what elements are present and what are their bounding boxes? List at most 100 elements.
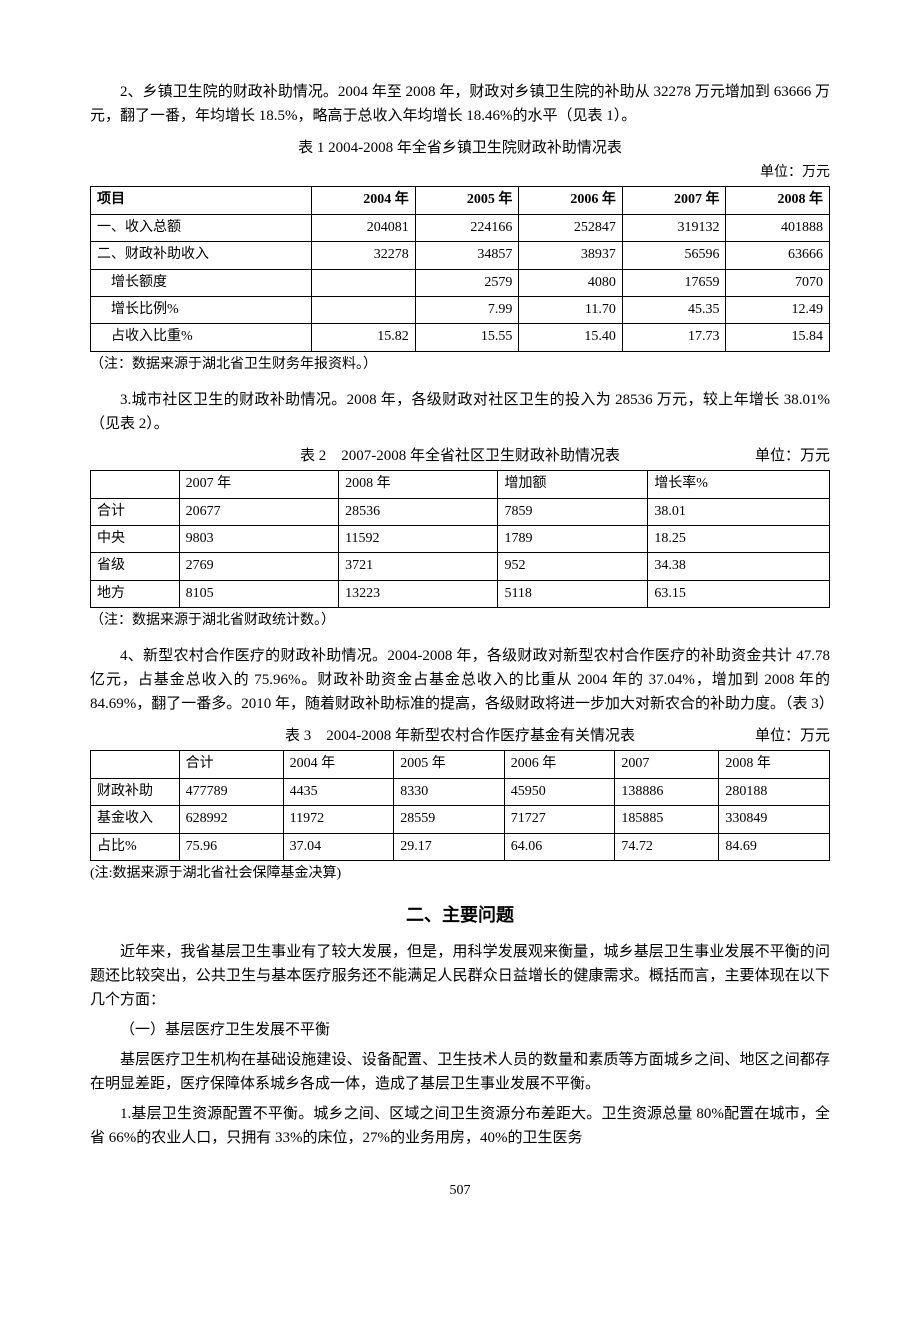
table-row: 增长比例% 7.99 11.70 45.35 12.49 [91, 296, 830, 323]
td: 财政补助 [91, 778, 180, 805]
table-header-row: 2007 年 2008 年 增加额 增长率% [91, 471, 830, 498]
td: 18.25 [648, 525, 830, 552]
td: 12.49 [726, 296, 830, 323]
td: 330849 [719, 806, 830, 833]
td: 477789 [179, 778, 283, 805]
th: 2008 年 [726, 187, 830, 214]
th: 增加额 [498, 471, 648, 498]
td: 占比% [91, 833, 180, 860]
th: 2008 年 [339, 471, 498, 498]
td: 15.55 [415, 324, 519, 351]
td: 15.84 [726, 324, 830, 351]
td: 11592 [339, 525, 498, 552]
td: 基金收入 [91, 806, 180, 833]
td: 15.40 [519, 324, 623, 351]
td: 628992 [179, 806, 283, 833]
table3-unit: 单位：万元 [755, 724, 830, 748]
th [91, 751, 180, 778]
td: 中央 [91, 525, 180, 552]
td: 2579 [415, 269, 519, 296]
table-row: 合计 20677 28536 7859 38.01 [91, 498, 830, 525]
td: 增长比例% [91, 296, 312, 323]
td: 38.01 [648, 498, 830, 525]
td: 7070 [726, 269, 830, 296]
td: 401888 [726, 214, 830, 241]
td: 64.06 [504, 833, 615, 860]
td: 4435 [283, 778, 394, 805]
th: 2005 年 [415, 187, 519, 214]
td: 7.99 [415, 296, 519, 323]
td: 13223 [339, 580, 498, 607]
td: 8105 [179, 580, 338, 607]
paragraph-2: 3.城市社区卫生的财政补助情况。2008 年，各级财政对社区卫生的投入为 285… [90, 388, 830, 436]
th: 2007 年 [179, 471, 338, 498]
td: 204081 [312, 214, 416, 241]
td: 74.72 [615, 833, 719, 860]
table-row: 增长额度 2579 4080 17659 7070 [91, 269, 830, 296]
td: 3721 [339, 553, 498, 580]
paragraph-5: （一）基层医疗卫生发展不平衡 [90, 1018, 830, 1042]
td: 17659 [622, 269, 726, 296]
table3-title-row: 表 3 2004-2008 年新型农村合作医疗基金有关情况表 单位：万元 [90, 724, 830, 748]
td: 28559 [394, 806, 505, 833]
th: 2007 年 [622, 187, 726, 214]
table3-note: (注:数据来源于湖北省社会保障基金决算) [90, 863, 830, 885]
table1-unit: 单位：万元 [90, 162, 830, 184]
th: 2007 [615, 751, 719, 778]
th: 2004 年 [312, 187, 416, 214]
table2-title: 表 2 2007-2008 年全省社区卫生财政补助情况表 [300, 444, 620, 468]
table-row: 财政补助 477789 4435 8330 45950 138886 28018… [91, 778, 830, 805]
td: 省级 [91, 553, 180, 580]
td: 34.38 [648, 553, 830, 580]
th: 2005 年 [394, 751, 505, 778]
table-row: 地方 8105 13223 5118 63.15 [91, 580, 830, 607]
th [91, 471, 180, 498]
td: 45.35 [622, 296, 726, 323]
td: 34857 [415, 242, 519, 269]
section-heading: 二、主要问题 [90, 901, 830, 930]
td [312, 296, 416, 323]
table1: 项目 2004 年 2005 年 2006 年 2007 年 2008 年 一、… [90, 186, 830, 351]
th: 项目 [91, 187, 312, 214]
td: 15.82 [312, 324, 416, 351]
th: 2004 年 [283, 751, 394, 778]
td: 地方 [91, 580, 180, 607]
th: 增长率% [648, 471, 830, 498]
table-header-row: 项目 2004 年 2005 年 2006 年 2007 年 2008 年 [91, 187, 830, 214]
td: 占收入比重% [91, 324, 312, 351]
td: 38937 [519, 242, 623, 269]
table2-unit: 单位：万元 [755, 444, 830, 468]
table-row: 二、财政补助收入 32278 34857 38937 56596 63666 [91, 242, 830, 269]
td: 11972 [283, 806, 394, 833]
table-row: 占比% 75.96 37.04 29.17 64.06 74.72 84.69 [91, 833, 830, 860]
td: 37.04 [283, 833, 394, 860]
table-row: 一、收入总额 204081 224166 252847 319132 40188… [91, 214, 830, 241]
td: 952 [498, 553, 648, 580]
td: 29.17 [394, 833, 505, 860]
td: 17.73 [622, 324, 726, 351]
page-number: 507 [90, 1180, 830, 1202]
table1-title: 表 1 2004-2008 年全省乡镇卫生院财政补助情况表 [90, 136, 830, 160]
td: 224166 [415, 214, 519, 241]
th: 2008 年 [719, 751, 830, 778]
td [312, 269, 416, 296]
table-row: 省级 2769 3721 952 34.38 [91, 553, 830, 580]
th: 2006 年 [504, 751, 615, 778]
th: 2006 年 [519, 187, 623, 214]
paragraph-6: 基层医疗卫生机构在基础设施建设、设备配置、卫生技术人员的数量和素质等方面城乡之间… [90, 1048, 830, 1096]
table-row: 基金收入 628992 11972 28559 71727 185885 330… [91, 806, 830, 833]
td: 84.69 [719, 833, 830, 860]
table-row: 占收入比重% 15.82 15.55 15.40 17.73 15.84 [91, 324, 830, 351]
td: 71727 [504, 806, 615, 833]
td: 11.70 [519, 296, 623, 323]
td: 1789 [498, 525, 648, 552]
paragraph-7: 1.基层卫生资源配置不平衡。城乡之间、区域之间卫生资源分布差距大。卫生资源总量 … [90, 1102, 830, 1150]
paragraph-4: 近年来，我省基层卫生事业有了较大发展，但是，用科学发展观来衡量，城乡基层卫生事业… [90, 940, 830, 1012]
paragraph-3: 4、新型农村合作医疗的财政补助情况。2004-2008 年，各级财政对新型农村合… [90, 644, 830, 716]
table-header-row: 合计 2004 年 2005 年 2006 年 2007 2008 年 [91, 751, 830, 778]
paragraph-1: 2、乡镇卫生院的财政补助情况。2004 年至 2008 年，财政对乡镇卫生院的补… [90, 80, 830, 128]
td: 75.96 [179, 833, 283, 860]
table2-title-row: 表 2 2007-2008 年全省社区卫生财政补助情况表 单位：万元 [90, 444, 830, 468]
td: 9803 [179, 525, 338, 552]
table-row: 中央 9803 11592 1789 18.25 [91, 525, 830, 552]
